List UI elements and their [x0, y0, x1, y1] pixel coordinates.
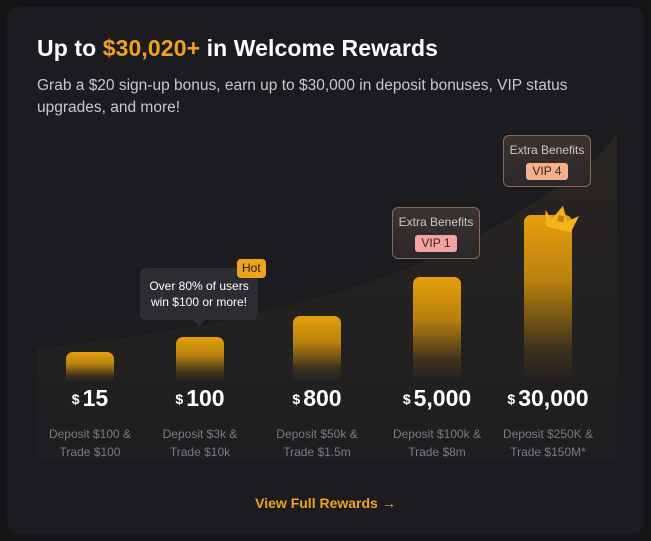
welcome-rewards-card: Up to $30,020+ in Welcome Rewards Grab a…	[7, 7, 644, 534]
vip-badge: VIP 4	[526, 163, 568, 180]
title-suffix: in Welcome Rewards	[200, 35, 439, 61]
currency-symbol: $	[402, 391, 411, 407]
tier-5-requirement: Deposit $250K & Trade $150M*	[488, 425, 608, 461]
extra-benefits-vip1: Extra Benefits VIP 1	[392, 207, 480, 259]
currency-symbol: $	[507, 391, 516, 407]
page-subtitle: Grab a $20 sign-up bonus, earn up to $30…	[37, 77, 568, 116]
page-title: Up to $30,020+ in Welcome Rewards	[37, 35, 438, 62]
tier-5-amount: $30,000	[488, 385, 608, 412]
amount-value: 30,000	[518, 385, 589, 411]
tier-2-bar	[176, 337, 224, 382]
vip-badge: VIP 1	[415, 235, 457, 252]
title-prefix: Up to	[37, 35, 103, 61]
amount-value: 800	[303, 385, 342, 411]
amount-value: 5,000	[413, 385, 472, 411]
cta-label: View Full Rewards	[255, 495, 378, 511]
extra-benefits-vip4: Extra Benefits VIP 4	[503, 135, 591, 187]
tier-4-bar	[413, 277, 461, 382]
requirement-line: Trade $100	[59, 445, 121, 459]
tooltip-line: win $100 or more!	[150, 295, 248, 309]
tier-3-requirement: Deposit $50k & Trade $1.5m	[257, 425, 377, 461]
view-full-rewards-link[interactable]: View Full Rewards →	[7, 495, 644, 511]
requirement-line: Trade $1.5m	[283, 445, 351, 459]
requirement-line: Deposit $100 &	[48, 427, 132, 441]
tier-3-bar	[293, 316, 341, 382]
tier-1-requirement: Deposit $100 & Trade $100	[30, 425, 150, 461]
currency-symbol: $	[292, 391, 301, 407]
requirement-line: Trade $10k	[169, 445, 231, 459]
amount-value: 100	[186, 385, 225, 411]
extra-benefits-label: Extra Benefits	[509, 143, 585, 157]
extra-benefits-label: Extra Benefits	[398, 215, 474, 229]
hot-badge: Hot	[237, 259, 266, 278]
requirement-line: Deposit $250K &	[502, 427, 594, 441]
requirement-line: Deposit $100k &	[392, 427, 482, 441]
requirement-line: Deposit $3k &	[162, 427, 238, 441]
crown-icon	[545, 205, 579, 233]
tooltip-line: Over 80% of users	[149, 279, 249, 293]
tier-2-requirement: Deposit $3k & Trade $10k	[140, 425, 260, 461]
arrow-right-icon: →	[381, 495, 396, 511]
requirement-line: Trade $8m	[408, 445, 466, 459]
tier-4-requirement: Deposit $100k & Trade $8m	[377, 425, 497, 461]
tier-1-amount: $15	[30, 385, 150, 412]
title-amount: $30,020+	[102, 35, 201, 61]
requirement-line: Trade $150M*	[510, 445, 586, 459]
tier-3-amount: $800	[257, 385, 377, 412]
currency-symbol: $	[71, 391, 80, 407]
tier-5-bar	[524, 215, 572, 382]
tier-2-amount: $100	[140, 385, 260, 412]
currency-symbol: $	[175, 391, 184, 407]
tier-4-amount: $5,000	[377, 385, 497, 412]
requirement-line: Deposit $50k &	[276, 427, 358, 441]
tier-1-bar	[66, 352, 114, 382]
amount-value: 15	[82, 385, 109, 411]
